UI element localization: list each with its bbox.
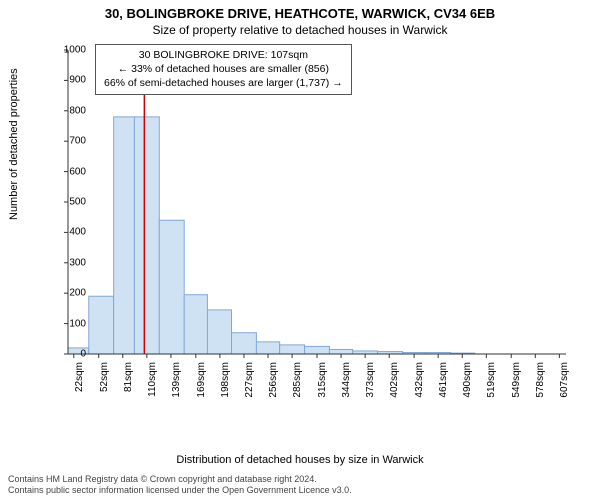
x-tick-label: 52sqm (99, 362, 110, 402)
histogram-plot (62, 44, 572, 404)
info-box: 30 BOLINGBROKE DRIVE: 107sqm ← 33% of de… (95, 44, 352, 95)
x-tick-label: 81sqm (123, 362, 134, 402)
title-sub: Size of property relative to detached ho… (0, 21, 600, 37)
y-tick-label: 300 (46, 257, 86, 268)
x-tick-label: 198sqm (220, 362, 231, 402)
y-tick-label: 500 (46, 197, 86, 208)
histogram-bar (159, 220, 184, 354)
x-tick-label: 139sqm (171, 362, 182, 402)
footer: Contains HM Land Registry data © Crown c… (8, 474, 352, 497)
y-tick-label: 700 (46, 136, 86, 147)
x-axis-label: Distribution of detached houses by size … (0, 454, 600, 466)
x-tick-label: 607sqm (559, 362, 570, 402)
info-line-2: ← 33% of detached houses are smaller (85… (104, 62, 343, 76)
histogram-bar (114, 117, 135, 354)
histogram-bar (89, 296, 114, 354)
x-tick-label: 256sqm (268, 362, 279, 402)
histogram-bar (256, 342, 279, 354)
histogram-bar (207, 310, 231, 354)
y-tick-label: 1000 (46, 45, 86, 56)
x-tick-label: 169sqm (196, 362, 207, 402)
x-tick-label: 285sqm (292, 362, 303, 402)
histogram-bar (280, 345, 305, 354)
x-tick-label: 22sqm (74, 362, 85, 402)
x-tick-label: 432sqm (414, 362, 425, 402)
histogram-bar (134, 117, 159, 354)
x-tick-label: 344sqm (341, 362, 352, 402)
footer-line-1: Contains HM Land Registry data © Crown c… (8, 474, 352, 485)
info-line-3: 66% of semi-detached houses are larger (… (104, 76, 343, 90)
y-tick-label: 0 (46, 349, 86, 360)
y-tick-label: 900 (46, 75, 86, 86)
x-tick-label: 373sqm (365, 362, 376, 402)
histogram-bar (305, 346, 330, 354)
x-tick-label: 578sqm (535, 362, 546, 402)
y-tick-label: 100 (46, 318, 86, 329)
footer-line-2: Contains public sector information licen… (8, 485, 352, 496)
x-tick-label: 549sqm (511, 362, 522, 402)
y-axis-label: Number of detached properties (8, 68, 20, 220)
y-tick-label: 800 (46, 105, 86, 116)
x-tick-label: 490sqm (462, 362, 473, 402)
y-tick-label: 600 (46, 166, 86, 177)
y-tick-label: 400 (46, 227, 86, 238)
chart-container: 30, BOLINGBROKE DRIVE, HEATHCOTE, WARWIC… (0, 0, 600, 500)
histogram-bar (184, 295, 207, 354)
x-tick-label: 110sqm (147, 362, 158, 402)
x-tick-label: 402sqm (389, 362, 400, 402)
histogram-bar (329, 349, 352, 354)
histogram-bar (232, 333, 257, 354)
y-tick-label: 200 (46, 288, 86, 299)
x-tick-label: 315sqm (317, 362, 328, 402)
chart-area (62, 44, 572, 404)
title-main: 30, BOLINGBROKE DRIVE, HEATHCOTE, WARWIC… (0, 0, 600, 21)
x-tick-label: 461sqm (438, 362, 449, 402)
x-tick-label: 519sqm (486, 362, 497, 402)
x-tick-label: 227sqm (244, 362, 255, 402)
info-line-1: 30 BOLINGBROKE DRIVE: 107sqm (104, 48, 343, 62)
